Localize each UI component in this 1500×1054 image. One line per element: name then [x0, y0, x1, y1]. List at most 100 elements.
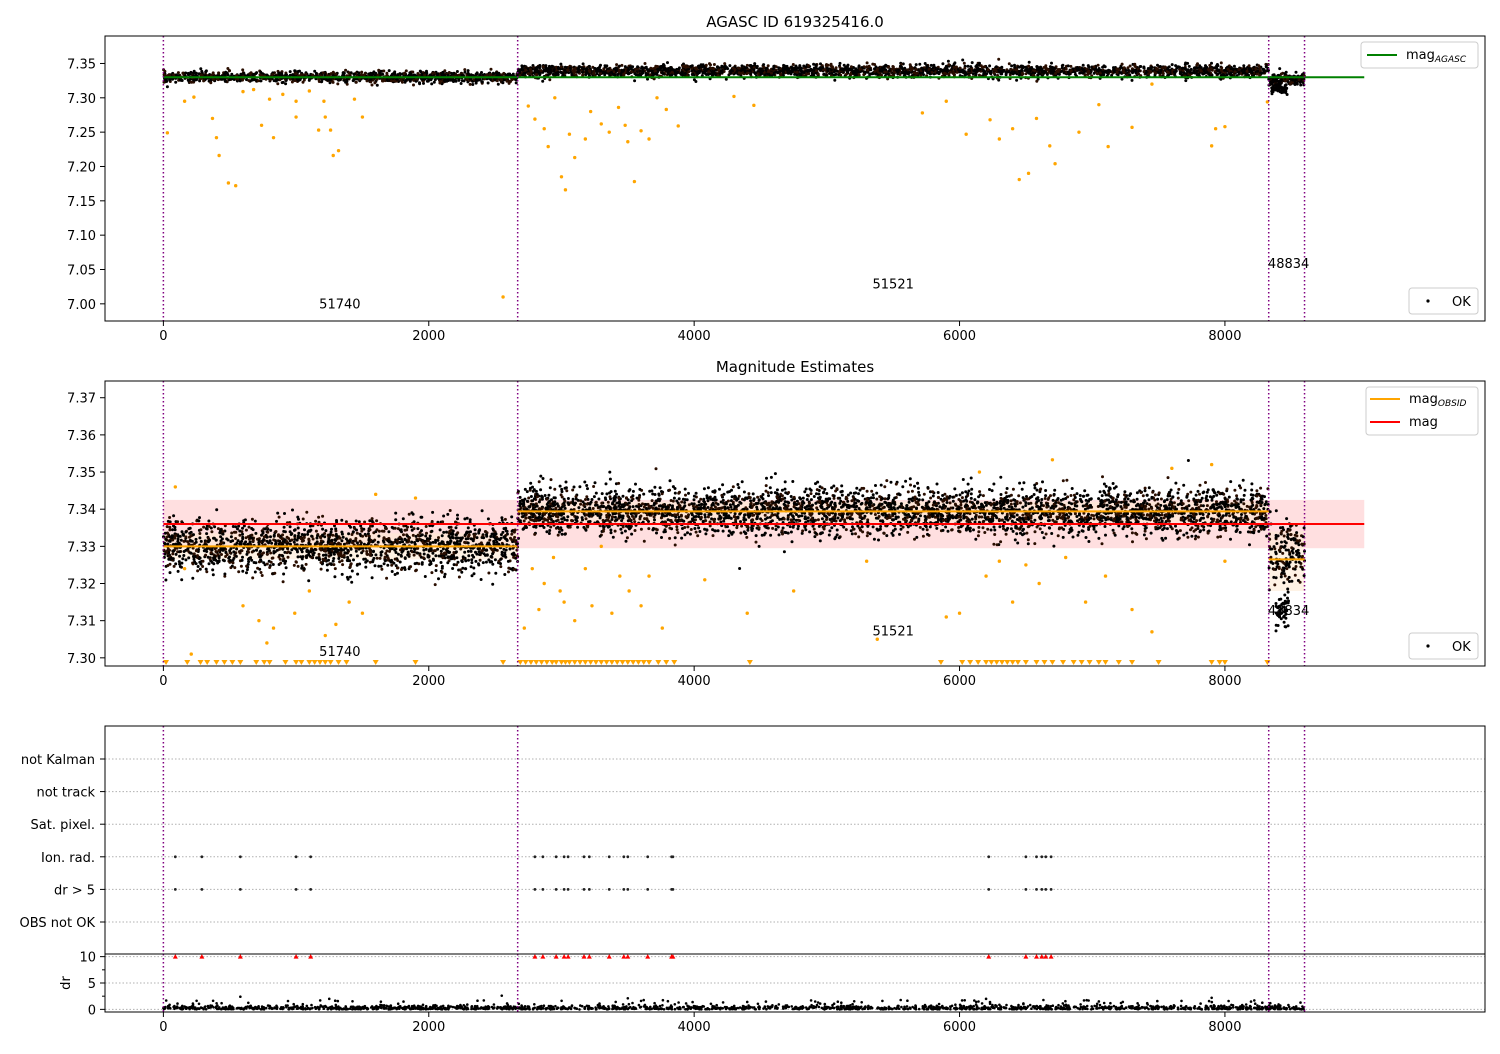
outlier-point	[665, 108, 668, 111]
ok-point	[937, 71, 940, 74]
ok-point	[1186, 62, 1189, 65]
ok-point	[1038, 69, 1041, 72]
ok-point	[892, 66, 895, 69]
ok-point	[971, 61, 974, 64]
ok-point	[232, 525, 235, 528]
ok-point	[588, 69, 591, 72]
outlier-point	[647, 137, 650, 140]
ok-point	[1227, 68, 1230, 71]
outlier-point	[655, 96, 658, 99]
ok-point	[1220, 61, 1223, 64]
ok-point	[180, 578, 183, 581]
ok-point	[617, 73, 620, 76]
ok-point	[814, 63, 817, 66]
outlier-point	[564, 188, 567, 191]
ok-point	[450, 72, 453, 75]
ok-point	[717, 69, 720, 72]
ok-point	[760, 70, 763, 73]
ok-point	[1029, 69, 1032, 72]
ok-point	[380, 554, 383, 557]
outlier-point	[324, 115, 327, 118]
ok-point	[208, 562, 211, 565]
outlier-point	[600, 122, 603, 125]
ok-point	[282, 580, 285, 583]
ok-point	[569, 67, 572, 70]
ok-point	[456, 70, 459, 73]
ok-point	[197, 519, 200, 522]
ok-point	[760, 73, 763, 76]
ok-point	[1233, 70, 1236, 73]
ok-point	[534, 67, 537, 70]
ok-point	[821, 66, 824, 69]
ok-point	[667, 72, 670, 75]
ok-point	[276, 82, 279, 85]
ok-point	[1046, 73, 1049, 76]
ok-point	[549, 68, 552, 71]
ok-point	[391, 570, 394, 573]
ok-point	[195, 72, 198, 75]
ok-point	[230, 532, 233, 535]
ok-point	[335, 521, 338, 524]
ok-point	[330, 528, 333, 531]
ok-point	[833, 70, 836, 73]
ok-point	[936, 68, 939, 71]
ok-point	[610, 71, 613, 74]
ok-point	[846, 65, 849, 68]
ok-point	[1028, 61, 1031, 64]
ok-point	[1289, 82, 1292, 85]
ok-point	[363, 74, 366, 77]
ok-point	[659, 66, 662, 69]
ok-point	[1125, 69, 1128, 72]
ok-point	[684, 72, 687, 75]
ok-point	[341, 573, 344, 576]
outlier-point	[322, 100, 325, 103]
ok-point	[1284, 90, 1287, 93]
ok-point	[377, 69, 380, 72]
ok-point	[320, 80, 323, 83]
ok-point	[217, 78, 220, 81]
ok-point	[456, 537, 459, 540]
ok-point	[993, 68, 996, 71]
ok-point	[377, 541, 380, 544]
ok-point	[845, 73, 848, 76]
ok-point	[300, 567, 303, 570]
outlier-point	[337, 149, 340, 152]
ok-point	[472, 567, 475, 570]
ok-point	[371, 560, 374, 563]
ok-point	[947, 73, 950, 76]
outlier-point	[589, 110, 592, 113]
ok-point	[772, 67, 775, 70]
ok-point	[976, 67, 979, 70]
ok-point	[364, 558, 367, 561]
ok-point	[555, 71, 558, 74]
ok-point	[282, 573, 285, 576]
ok-point	[223, 73, 226, 76]
ok-point	[1150, 66, 1153, 69]
ok-point	[1056, 69, 1059, 72]
ok-point	[200, 70, 203, 73]
outlier-point	[1027, 172, 1030, 175]
outlier-point	[1011, 127, 1014, 130]
ok-point	[1058, 73, 1061, 76]
ok-point	[839, 62, 842, 65]
ok-point	[1104, 71, 1107, 74]
ok-point	[480, 578, 483, 581]
ok-point	[883, 71, 886, 74]
ok-point	[976, 64, 979, 67]
ok-point	[217, 549, 220, 552]
ok-point	[692, 73, 695, 76]
ok-point	[177, 71, 180, 74]
ok-point	[728, 64, 731, 67]
ok-point	[1021, 72, 1024, 75]
ok-point	[873, 63, 876, 66]
ok-point	[825, 64, 828, 67]
ok-point	[779, 70, 782, 73]
outlier-point	[501, 295, 504, 298]
outlier-point	[573, 156, 576, 159]
ok-point	[1204, 71, 1207, 74]
ok-point	[461, 79, 464, 82]
ok-point	[866, 69, 869, 72]
ok-point	[481, 509, 484, 512]
ok-point	[510, 533, 513, 536]
ok-point	[390, 79, 393, 82]
